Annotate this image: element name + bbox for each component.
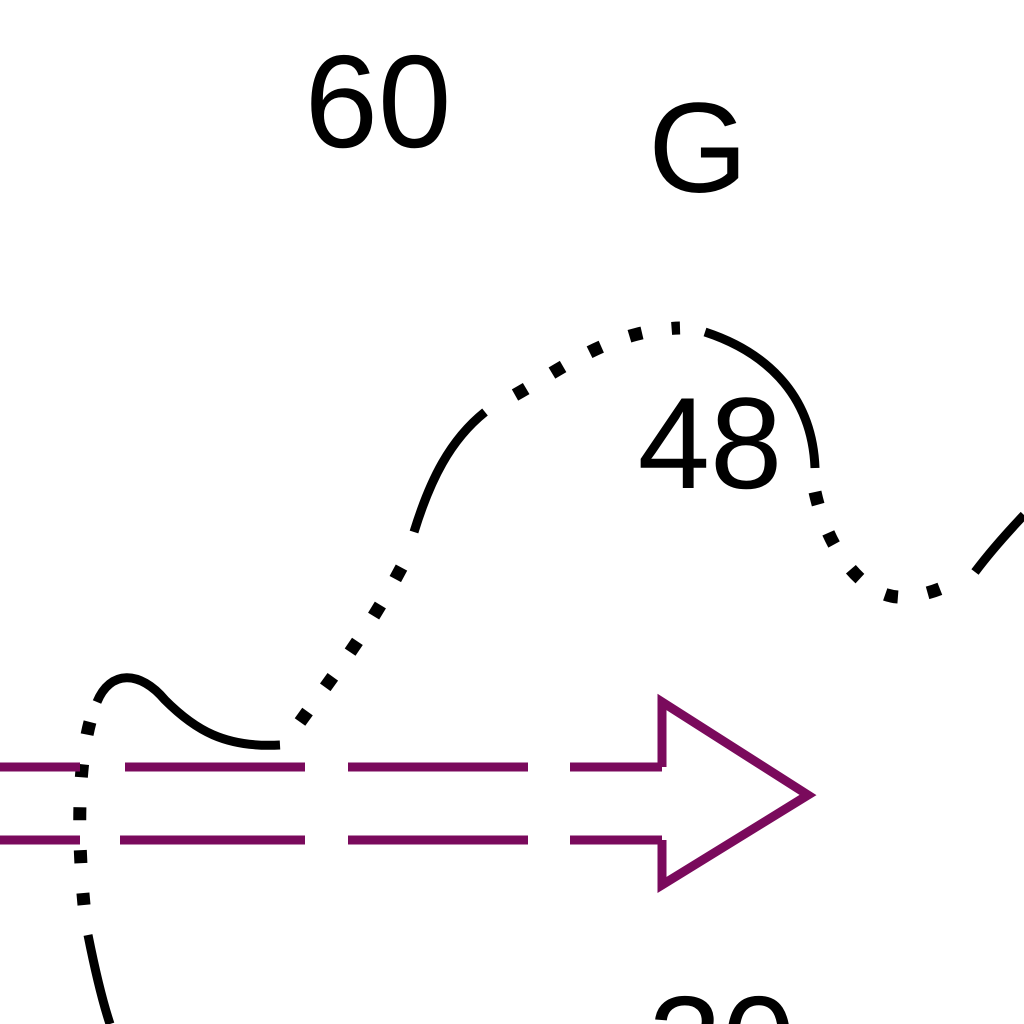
depth-label: 30: [649, 969, 796, 1024]
depth-label: 48: [638, 370, 783, 516]
depth-contours: [73, 321, 1024, 1024]
dotted-contour: [808, 490, 966, 604]
route-arrow: [0, 693, 817, 894]
contour-line: [83, 934, 115, 1024]
contour-line: [409, 408, 488, 534]
contour-line: [971, 511, 1024, 575]
arrow-head: [657, 693, 817, 894]
dotted-contour: [73, 720, 97, 906]
depth-label: 60: [305, 28, 452, 175]
contour-line: [703, 327, 820, 469]
seabed-label: G: [648, 77, 748, 220]
dotted-contour: [294, 552, 414, 726]
contour-line: [92, 673, 281, 750]
